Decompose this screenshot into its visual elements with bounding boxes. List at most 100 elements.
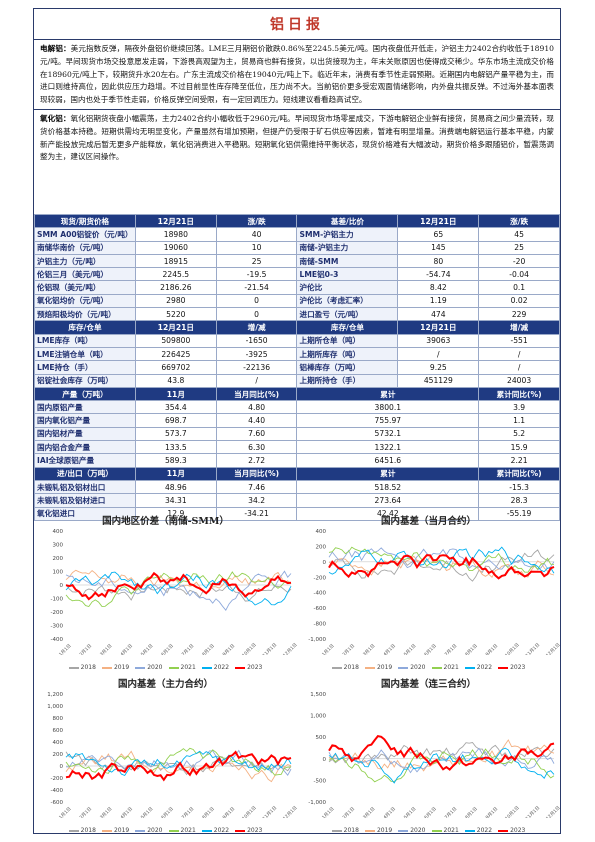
table-cell: 573.7	[134, 426, 217, 442]
legend-label: 2022	[476, 664, 493, 671]
x-tick-label: 11月1日	[261, 642, 278, 655]
table-cell: 34.31	[134, 493, 217, 508]
table-row: LME持仓（手） 669702 -22136 铝棒库存（万吨） 9.25/	[34, 360, 560, 375]
legend-label: 2020	[147, 827, 163, 834]
chart-legend: 2018 2019 2020 2021 2022 2023	[34, 827, 297, 834]
table-cell: 国内铝材产量	[34, 426, 136, 442]
y-tick-label: 100	[53, 570, 64, 576]
y-tick-label: -400	[314, 591, 327, 597]
y-tick-label: -200	[51, 776, 64, 782]
table-cell: 2186.26	[134, 280, 217, 295]
table-cell: 15.9	[478, 440, 560, 455]
table-row: 铝锭社会库存（万吨） 43.8/上期所持仓（手） 451129 24003	[34, 373, 560, 388]
x-tick-label: 4月1日	[119, 806, 134, 818]
table-cell: 34.2	[215, 493, 298, 508]
x-tick-label: 4月1日	[382, 643, 397, 655]
legend-label: 2022	[213, 827, 230, 834]
table-cell: 42.42	[296, 506, 480, 521]
table-cell: 沪伦比	[296, 280, 399, 295]
x-tick-label: 3月1日	[99, 806, 114, 818]
legend-item: 2023	[498, 827, 525, 833]
legend-label: 2018	[80, 827, 96, 834]
series-line-2023	[328, 554, 555, 580]
table-cell: 未锻轧铝及铝材进口	[34, 493, 136, 508]
table-cell: 4.80	[215, 400, 298, 415]
table-cell: 库存/仓单	[296, 320, 399, 335]
legend-swatch	[168, 666, 179, 669]
chart-title: 国内基差（当月合约）	[380, 516, 476, 527]
table-cell: 南储-沪铝主力	[296, 240, 399, 255]
chart-basis-main: 国内基差（主力合约） 1,200 1,000 800 600 400 200 0 -200 -40…	[34, 672, 297, 834]
legend-label: 2018	[343, 827, 359, 834]
table-cell: SMM A00铝锭价（元/吨）	[34, 227, 136, 242]
table-cell: 12.9	[134, 506, 217, 521]
table-cell: 6451.6	[296, 453, 480, 468]
y-tick-label: 1,000	[310, 714, 326, 720]
legend-swatch	[464, 829, 475, 832]
series-line-2021	[65, 571, 292, 608]
table-cell: 铝锭社会库存（万吨）	[34, 373, 136, 388]
x-tick-label: 12月1日	[545, 642, 560, 655]
table-cell: -22136	[215, 360, 298, 375]
table-row: 国内氧化铝产量 698.7 4.40 755.97 1.1	[34, 413, 560, 428]
x-tick-label: 10月1日	[504, 642, 521, 655]
legend-swatch	[431, 666, 442, 669]
table-cell: 增/减	[215, 320, 298, 335]
table-cell: 上期所仓单（吨）	[296, 333, 399, 348]
y-tick-label: -200	[51, 610, 64, 616]
table-cell: 12月21日	[134, 320, 217, 335]
table-cell: -15.3	[478, 479, 560, 495]
x-tick-label: 7月1日	[181, 806, 196, 818]
legend-item: 2020	[135, 664, 163, 671]
chart-spread: 国内地区价差（南储-SMM） 400 300 200 100 0 -100 -200 -300 -…	[34, 509, 297, 672]
table-row: 国内原铝产量 354.4 4.80 3800.1 3.9	[34, 400, 560, 415]
x-tick-label: 8月1日	[464, 806, 479, 818]
table-cell: 现货/期货价格	[34, 213, 136, 229]
table-row: 伦铝三月（美元/吨） 2245.5 -19.5 LME铝0-3 -54.74 -0.04	[34, 267, 560, 282]
table-cell: 增/减	[478, 320, 560, 335]
legend-label: 2022	[476, 827, 493, 834]
table-cell: 145	[397, 240, 480, 255]
legend-item: 2021	[168, 827, 196, 833]
legend-swatch	[201, 666, 212, 669]
x-tick-label: 2月1日	[341, 806, 356, 818]
legend-item: 2023	[235, 664, 262, 671]
x-tick-label: 5月1日	[403, 806, 418, 818]
report-title: 铝日报	[270, 17, 324, 33]
table-cell: 南储-SMM	[296, 253, 399, 269]
aluminum-commentary: 电解铝：美元指数反弹，隔夜外盘铝价继续回落。LME三月期铝价散跌0.86%至22…	[34, 40, 560, 107]
alumina-text: 氧化铝期货夜盘小幅震荡，主力2402合约小幅收低于2960元/吨。早间现货市场零…	[40, 113, 555, 162]
table-cell: -55.19	[478, 506, 560, 521]
table-cell: 基差/比价	[296, 213, 399, 229]
x-tick-label: 9月1日	[485, 643, 500, 655]
series-line-2022	[328, 546, 555, 575]
x-tick-label: 3月1日	[99, 643, 114, 655]
table-cell: 19060	[134, 240, 217, 255]
table-cell: 474	[397, 307, 480, 322]
y-tick-label: -600	[314, 606, 327, 612]
legend-swatch	[364, 829, 375, 832]
legend-item: 2019	[364, 827, 392, 833]
table-cell: 43.8	[134, 373, 217, 388]
legend-swatch	[101, 829, 112, 832]
y-tick-label: 500	[316, 735, 327, 741]
legend-label: 2020	[410, 664, 426, 671]
series-line-2020	[65, 570, 292, 612]
table-cell: 2980	[134, 293, 217, 309]
table-cell: 10	[215, 240, 298, 255]
y-tick-label: -400	[51, 788, 64, 794]
series-line-2023	[65, 571, 292, 601]
table-cell: SMM-沪铝主力	[296, 227, 399, 242]
legend-swatch	[68, 666, 79, 669]
aluminum-text: 美元指数反弹，隔夜外盘铝价继续回落。LME三月期铝价散跌0.86%至2245.5…	[40, 44, 555, 105]
x-tick-label: 6月1日	[423, 806, 438, 818]
x-tick-label: 12月1日	[545, 805, 560, 818]
legend-item: 2021	[431, 827, 459, 833]
table-cell: -20	[478, 253, 560, 269]
legend-item: 2023	[235, 827, 262, 833]
table-cell: /	[397, 346, 480, 362]
table-cell: 氧化铝均价（元/吨）	[34, 293, 136, 309]
